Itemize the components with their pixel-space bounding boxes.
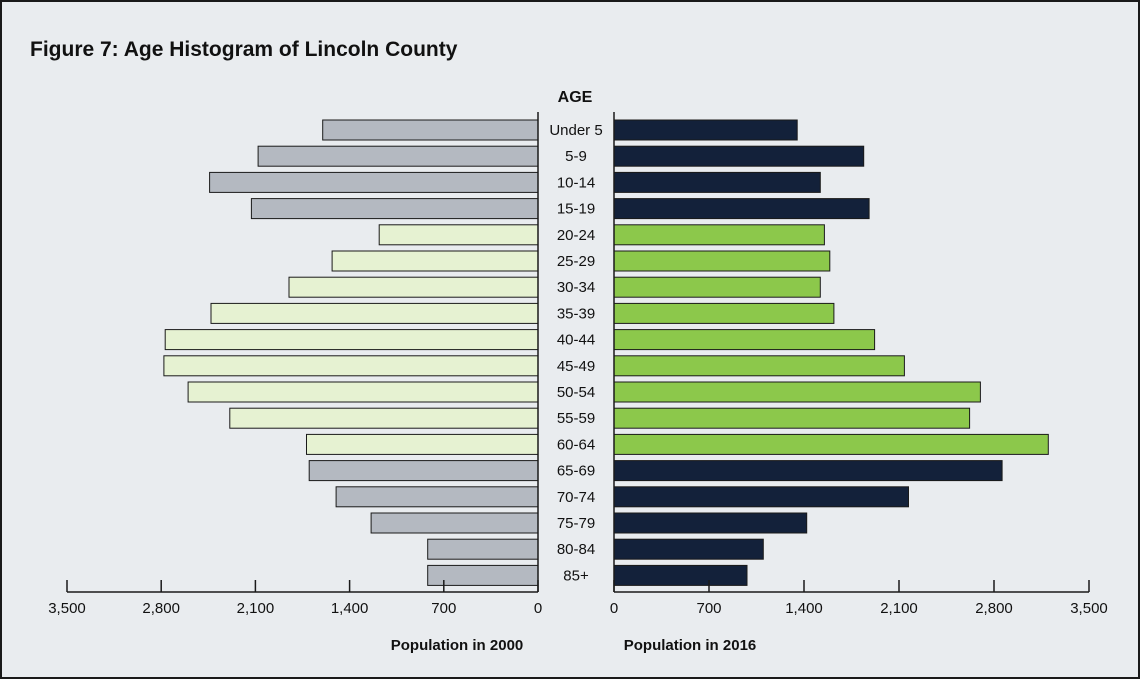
left-tick-label: 1,400 [331,600,369,617]
age-label-75-79: 75-79 [557,515,595,532]
age-label-55-59: 55-59 [557,410,595,427]
bar-2016-60-64 [613,433,1049,455]
age-label-35-39: 35-39 [557,305,595,322]
right-tick-label: 700 [696,600,721,617]
age-label-25-29: 25-29 [557,253,595,270]
bar-2016-15-19 [613,198,870,220]
age-label-60-64: 60-64 [557,436,595,453]
bar-2000-10-14 [209,171,539,193]
bar-2000-20-24 [378,224,539,246]
bar-2016-25-29 [613,250,831,272]
bar-2000-35-39 [210,302,539,324]
right-tick-label: 1,400 [785,600,823,617]
right-tick-label: 2,800 [975,600,1013,617]
bar-2016-75-79 [613,512,808,534]
bar-2016-5-9 [613,145,865,167]
age-label-10-14: 10-14 [557,174,595,191]
age-label-80-84: 80-84 [557,541,595,558]
bar-2016-10-14 [613,171,821,193]
right-tick-label: 2,100 [880,600,918,617]
bar-2000-70-74 [335,486,539,508]
age-label-5-9: 5-9 [565,148,587,165]
age-label-45-49: 45-49 [557,358,595,375]
right-tick-label: 0 [610,600,618,617]
bar-2016-20-24 [613,224,825,246]
bar-2000-30-34 [288,276,539,298]
age-label-15-19: 15-19 [557,201,595,218]
left-tick-label: 3,500 [48,600,86,617]
bar-2016-65-69 [613,460,1003,482]
bar-2016-80-84 [613,538,764,560]
bar-2016-40-44 [613,329,876,351]
bar-2000-65-69 [308,460,539,482]
bar-2000-5-9 [257,145,539,167]
age-column-header: AGE [558,89,593,106]
left-tick-label: 700 [431,600,456,617]
age-label-65-69: 65-69 [557,463,595,480]
bar-2000-60-64 [306,433,539,455]
age-label-under-5: Under 5 [549,122,602,139]
age-label-85+: 85+ [563,567,589,584]
left-tick-label: 2,800 [142,600,180,617]
bar-2000-under-5 [322,119,539,141]
bar-2000-75-79 [370,512,539,534]
age-label-20-24: 20-24 [557,227,595,244]
age-label-30-34: 30-34 [557,279,595,296]
right-tick-label: 3,500 [1070,600,1108,617]
bar-2000-80-84 [427,538,539,560]
bar-2016-85+ [613,564,748,586]
bar-2000-55-59 [229,407,539,429]
bar-2016-under-5 [613,119,798,141]
left-tick-label: 0 [534,600,542,617]
chart-title: Figure 7: Age Histogram of Lincoln Count… [30,38,458,61]
axes-group: 3,500 2,800 2,100 1,400 700 0 0 700 1,400 2,100 2,… [48,112,1108,617]
right-axis-title: Population in 2016 [624,637,757,654]
bar-2000-25-29 [331,250,539,272]
age-label-50-54: 50-54 [557,384,595,401]
bars-group [163,119,1049,586]
bar-2016-70-74 [613,486,909,508]
bar-2016-50-54 [613,381,981,403]
age-label-70-74: 70-74 [557,489,595,506]
left-tick-label: 2,100 [237,600,275,617]
bar-2000-15-19 [250,198,539,220]
bar-2016-30-34 [613,276,821,298]
bar-2000-40-44 [164,329,539,351]
bar-2016-55-59 [613,407,971,429]
left-axis-title: Population in 2000 [391,637,524,654]
age-label-40-44: 40-44 [557,332,595,349]
bar-2016-35-39 [613,302,835,324]
bar-2000-45-49 [163,355,539,377]
bar-2000-50-54 [187,381,539,403]
bar-2016-45-49 [613,355,905,377]
age-labels-group: Under 5 5-9 10-14 15-19 20-24 25-29 30-34 35-39… [549,122,602,584]
